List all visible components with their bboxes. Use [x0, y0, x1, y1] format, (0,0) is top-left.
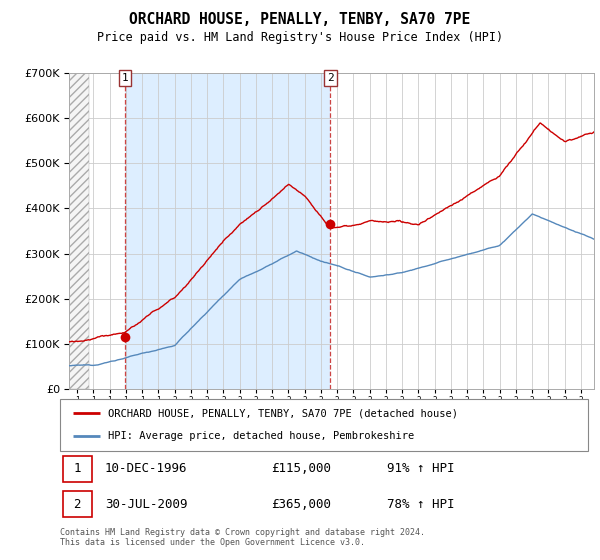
Text: 1: 1	[73, 463, 81, 475]
Text: 78% ↑ HPI: 78% ↑ HPI	[388, 497, 455, 511]
Text: Contains HM Land Registry data © Crown copyright and database right 2024.
This d: Contains HM Land Registry data © Crown c…	[60, 528, 425, 547]
Text: 30-JUL-2009: 30-JUL-2009	[105, 497, 187, 511]
Bar	[62, 456, 92, 482]
Text: 91% ↑ HPI: 91% ↑ HPI	[388, 463, 455, 475]
Text: ORCHARD HOUSE, PENALLY, TENBY, SA70 7PE: ORCHARD HOUSE, PENALLY, TENBY, SA70 7PE	[130, 12, 470, 27]
Bar	[62, 491, 92, 517]
Text: ORCHARD HOUSE, PENALLY, TENBY, SA70 7PE (detached house): ORCHARD HOUSE, PENALLY, TENBY, SA70 7PE …	[107, 408, 458, 418]
Text: 2: 2	[327, 73, 334, 83]
Text: 2: 2	[73, 497, 81, 511]
Text: £365,000: £365,000	[271, 497, 331, 511]
Text: 1: 1	[122, 73, 128, 83]
Bar	[125, 73, 331, 389]
Text: 10-DEC-1996: 10-DEC-1996	[105, 463, 187, 475]
Text: Price paid vs. HM Land Registry's House Price Index (HPI): Price paid vs. HM Land Registry's House …	[97, 31, 503, 44]
Text: £115,000: £115,000	[271, 463, 331, 475]
Text: HPI: Average price, detached house, Pembrokeshire: HPI: Average price, detached house, Pemb…	[107, 431, 414, 441]
